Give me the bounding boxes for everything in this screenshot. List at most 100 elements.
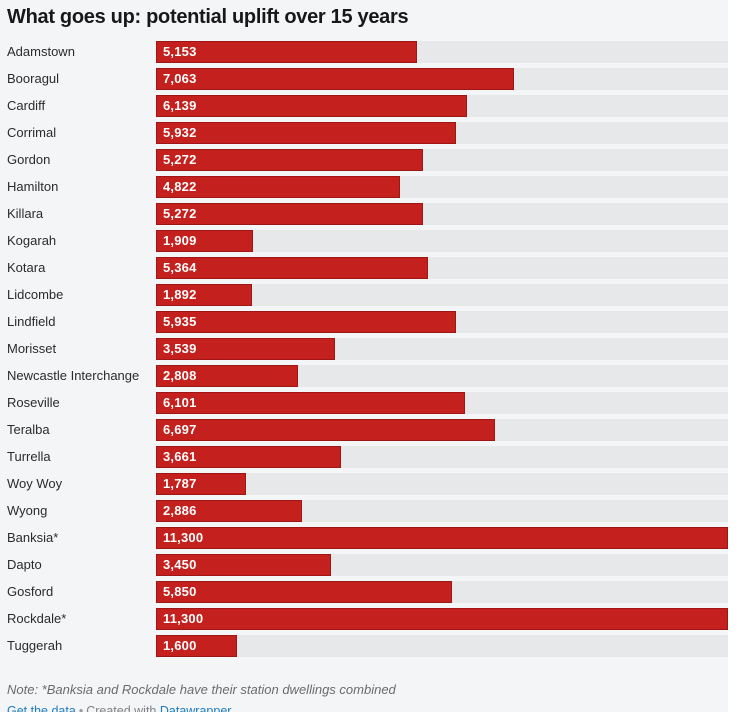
chart-container: What goes up: potential uplift over 15 y…: [0, 0, 728, 712]
bar[interactable]: 5,850: [156, 580, 453, 603]
bar-track: 6,697: [156, 418, 728, 441]
bar-row: Corrimal 5,932: [0, 119, 728, 146]
bar-row: Gosford 5,850: [0, 578, 728, 605]
bar[interactable]: 1,600: [156, 634, 237, 657]
bar[interactable]: 7,063: [156, 67, 514, 90]
category-label: Lindfield: [7, 314, 56, 329]
bar-track: 11,300: [156, 607, 728, 630]
bar-row: Turrella 3,661: [0, 443, 728, 470]
bar-track: 11,300: [156, 526, 728, 549]
bar-value-label: 6,139: [163, 98, 197, 113]
category-label: Rockdale*: [7, 611, 67, 626]
category-label: Wyong: [7, 503, 48, 518]
chart-footer: Get the data • Created with Datawrapper: [7, 704, 720, 712]
bar-row: Hamilton 4,822: [0, 173, 728, 200]
bar-value-label: 3,450: [163, 557, 197, 572]
category-label: Gordon: [7, 152, 51, 167]
footer-separator: •: [78, 704, 84, 712]
bar[interactable]: 6,697: [156, 418, 495, 441]
datawrapper-link[interactable]: Datawrapper: [159, 704, 232, 712]
bar-value-label: 5,935: [163, 314, 197, 329]
bar-value-label: 11,300: [163, 530, 204, 545]
bar-value-label: 1,600: [163, 638, 197, 653]
bar-row: Gordon 5,272: [0, 146, 728, 173]
created-with-text: Created with: [86, 704, 157, 712]
bar[interactable]: 2,886: [156, 499, 303, 522]
bar-track: 5,272: [156, 148, 728, 171]
bar-track: 2,808: [156, 364, 728, 387]
bar[interactable]: 5,935: [156, 310, 457, 333]
bar-row: Kogarah 1,909: [0, 227, 728, 254]
category-label: Corrimal: [7, 125, 57, 140]
bar-value-label: 5,272: [163, 206, 197, 221]
bar-row: Adamstown 5,153: [0, 38, 728, 65]
bar[interactable]: 11,300: [156, 526, 728, 549]
bar-row: Morisset 3,539: [0, 335, 728, 362]
category-label: Morisset: [7, 341, 57, 356]
bar-row: Cardiff 6,139: [0, 92, 728, 119]
bar-value-label: 1,909: [163, 233, 197, 248]
bar[interactable]: 3,450: [156, 553, 331, 576]
bar-track: 1,909: [156, 229, 728, 252]
bar-track: 6,101: [156, 391, 728, 414]
bar-track: 5,364: [156, 256, 728, 279]
bar-track: 1,787: [156, 472, 728, 495]
category-label: Booragul: [7, 71, 60, 86]
bar-track: 1,600: [156, 634, 728, 657]
bar-row: Booragul 7,063: [0, 65, 728, 92]
category-label: Teralba: [7, 422, 50, 437]
bar-row: Dapto 3,450: [0, 551, 728, 578]
category-label: Killara: [7, 206, 44, 221]
bar[interactable]: 6,139: [156, 94, 467, 117]
bar-track: 5,850: [156, 580, 728, 603]
category-label: Banksia*: [7, 530, 59, 545]
bar-row: Rockdale* 11,300: [0, 605, 728, 632]
bar[interactable]: 5,153: [156, 40, 417, 63]
category-label: Lidcombe: [7, 287, 64, 302]
chart-note: Note: *Banksia and Rockdale have their s…: [7, 682, 396, 697]
bar-row: Banksia* 11,300: [0, 524, 728, 551]
bar[interactable]: 3,661: [156, 445, 342, 468]
bar-row: Kotara 5,364: [0, 254, 728, 281]
bar[interactable]: 2,808: [156, 364, 299, 387]
bar-track: 3,661: [156, 445, 728, 468]
bar-value-label: 5,153: [163, 44, 197, 59]
bar-row: Newcastle Interchange 2,808: [0, 362, 728, 389]
bar-row: Roseville 6,101: [0, 389, 728, 416]
bar[interactable]: 5,932: [156, 121, 457, 144]
bar-track: 3,450: [156, 553, 728, 576]
bar-value-label: 7,063: [163, 71, 197, 86]
bar[interactable]: 3,539: [156, 337, 336, 360]
bar-chart: Adamstown 5,153 Booragul 7,063 Cardiff 6…: [0, 38, 728, 659]
bar[interactable]: 5,272: [156, 148, 423, 171]
bar-value-label: 5,850: [163, 584, 197, 599]
bar[interactable]: 5,364: [156, 256, 428, 279]
get-the-data-link[interactable]: Get the data: [7, 704, 76, 712]
bar[interactable]: 1,787: [156, 472, 247, 495]
bar-value-label: 2,886: [163, 503, 197, 518]
bar[interactable]: 6,101: [156, 391, 465, 414]
bar-value-label: 5,272: [163, 152, 197, 167]
category-label: Kotara: [7, 260, 46, 275]
bar-track: 5,935: [156, 310, 728, 333]
category-label: Gosford: [7, 584, 54, 599]
category-label: Roseville: [7, 395, 60, 410]
bar-value-label: 2,808: [163, 368, 197, 383]
bar[interactable]: 1,909: [156, 229, 253, 252]
bar[interactable]: 1,892: [156, 283, 252, 306]
chart-title: What goes up: potential uplift over 15 y…: [7, 6, 409, 28]
bar-value-label: 6,101: [163, 395, 197, 410]
category-label: Dapto: [7, 557, 42, 572]
bar-track: 5,153: [156, 40, 728, 63]
bar[interactable]: 5,272: [156, 202, 423, 225]
bar[interactable]: 4,822: [156, 175, 401, 198]
bar-track: 5,272: [156, 202, 728, 225]
bar[interactable]: 11,300: [156, 607, 728, 630]
category-label: Cardiff: [7, 98, 46, 113]
bar-value-label: 3,539: [163, 341, 197, 356]
bar-row: Wyong 2,886: [0, 497, 728, 524]
category-label: Hamilton: [7, 179, 59, 194]
category-label: Woy Woy: [7, 476, 63, 491]
category-label: Adamstown: [7, 44, 75, 59]
bar-track: 3,539: [156, 337, 728, 360]
